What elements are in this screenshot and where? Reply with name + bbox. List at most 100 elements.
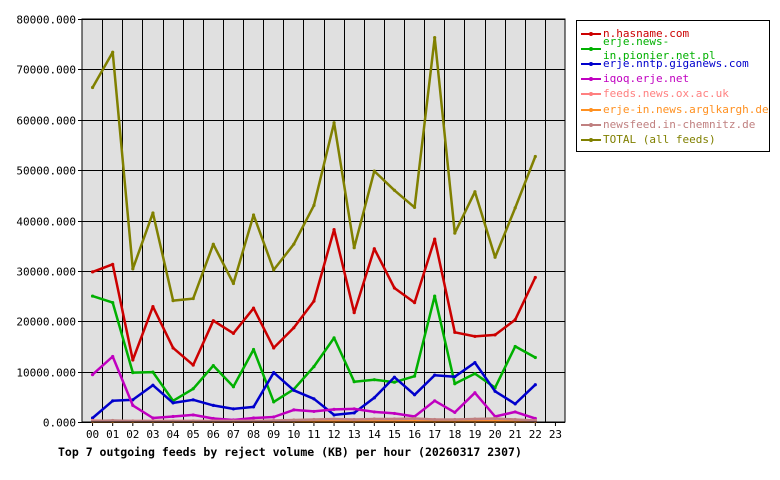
data-point (171, 401, 175, 405)
data-point (372, 396, 376, 400)
data-point (533, 418, 537, 423)
data-point (412, 205, 417, 210)
data-point (453, 410, 457, 415)
data-point (151, 416, 155, 420)
data-point (211, 403, 215, 407)
data-point (272, 418, 276, 423)
data-point (473, 334, 477, 338)
x-tick-label: 03 (146, 428, 159, 441)
legend-item: n.hasname.com (577, 26, 769, 41)
data-point (272, 268, 276, 272)
legend-item: feeds.news.ox.ac.uk (577, 87, 769, 102)
data-point (251, 405, 256, 409)
data-point (272, 400, 276, 404)
data-point (90, 373, 95, 377)
data-point (191, 413, 195, 417)
x-tick-label: 20 (488, 428, 501, 441)
data-point (90, 270, 95, 274)
data-point (453, 417, 457, 422)
data-point (533, 355, 537, 360)
data-point (412, 301, 417, 305)
data-point (372, 247, 376, 251)
x-tick-label: 15 (388, 428, 401, 441)
data-point (312, 417, 316, 422)
legend-item: erje.news-in.pionier.net.pl (577, 35, 769, 62)
x-tick-label: 09 (267, 428, 280, 441)
data-point (111, 262, 115, 266)
legend-label: TOTAL (all feeds) (603, 132, 716, 146)
y-tick-label: 70000.000 (16, 64, 76, 77)
x-tick-label: 00 (86, 428, 99, 441)
x-tick-label: 06 (207, 428, 220, 441)
x-tick-label: 07 (227, 428, 240, 441)
data-point (111, 399, 115, 403)
data-point (513, 206, 517, 210)
data-point (533, 383, 537, 387)
data-point (513, 344, 517, 349)
legend-item: erje.nntp.giganews.com (577, 56, 769, 71)
data-point (312, 203, 316, 207)
x-tick-label: 01 (106, 428, 119, 441)
data-point (171, 298, 175, 303)
y-tick-label: 10000.000 (16, 367, 76, 380)
data-point (332, 407, 336, 412)
data-point (191, 296, 195, 301)
legend-swatch (581, 89, 601, 99)
data-point (332, 413, 336, 417)
y-tick-label: 30000.000 (16, 266, 76, 279)
data-point (493, 255, 497, 259)
data-point (473, 391, 477, 395)
legend-swatch (581, 29, 601, 39)
data-point (352, 246, 356, 250)
data-point (352, 417, 356, 422)
x-axis-ticks: 00 01 02 03 04 05 06 07 08 09 10 11 12 13 14 15 16 17 18 19… (86, 422, 562, 441)
y-axis-ticks: 0.000 10000.000 20000.000 30000.000 40000.00… (16, 14, 82, 430)
data-point (231, 281, 236, 286)
y-tick-label: 60000.000 (16, 115, 76, 128)
data-point (312, 397, 316, 401)
data-point (90, 85, 95, 90)
legend: n.hasname.com erje.news-in.pionier.net.pl… (576, 20, 770, 152)
y-tick-label: 0.000 (43, 417, 76, 430)
legend-label: feeds.news.ox.ac.uk (603, 87, 729, 101)
data-point (90, 294, 95, 298)
data-point (231, 407, 236, 411)
data-point (251, 347, 256, 352)
plot-frame (81, 18, 566, 423)
data-point (312, 409, 316, 414)
x-tick-label: 21 (509, 428, 522, 441)
chart-title: Top 7 outgoing feeds by reject volume (K… (58, 445, 522, 459)
data-point (332, 336, 336, 340)
data-point (372, 378, 376, 382)
legend-label: n.hasname.com (603, 26, 690, 40)
data-point (171, 414, 175, 419)
data-point (191, 363, 195, 367)
x-tick-label: 11 (307, 428, 320, 441)
data-point (171, 346, 175, 350)
legend-label: erje-in.news.arglkargh.de (603, 102, 769, 116)
data-point (251, 306, 256, 310)
data-point (191, 398, 195, 402)
data-point (191, 387, 195, 391)
data-point (251, 213, 256, 217)
data-point (412, 393, 417, 397)
data-point (211, 319, 215, 323)
legend-item: erje-in.news.arglkargh.de (577, 102, 769, 117)
data-point (151, 305, 155, 309)
data-point (332, 417, 336, 421)
data-point (473, 360, 477, 365)
data-point (231, 331, 236, 335)
data-point (392, 380, 397, 384)
y-tick-label: 80000.000 (16, 14, 76, 27)
data-point (513, 417, 517, 422)
data-point (111, 50, 115, 54)
data-point (131, 267, 135, 271)
data-point (131, 358, 135, 362)
legend-swatch (581, 105, 601, 115)
y-tick-label: 40000.000 (16, 216, 76, 229)
x-tick-label: 14 (368, 428, 382, 441)
x-tick-label: 18 (448, 428, 461, 441)
data-point (433, 36, 437, 40)
data-point (392, 411, 397, 416)
data-point (412, 374, 417, 378)
